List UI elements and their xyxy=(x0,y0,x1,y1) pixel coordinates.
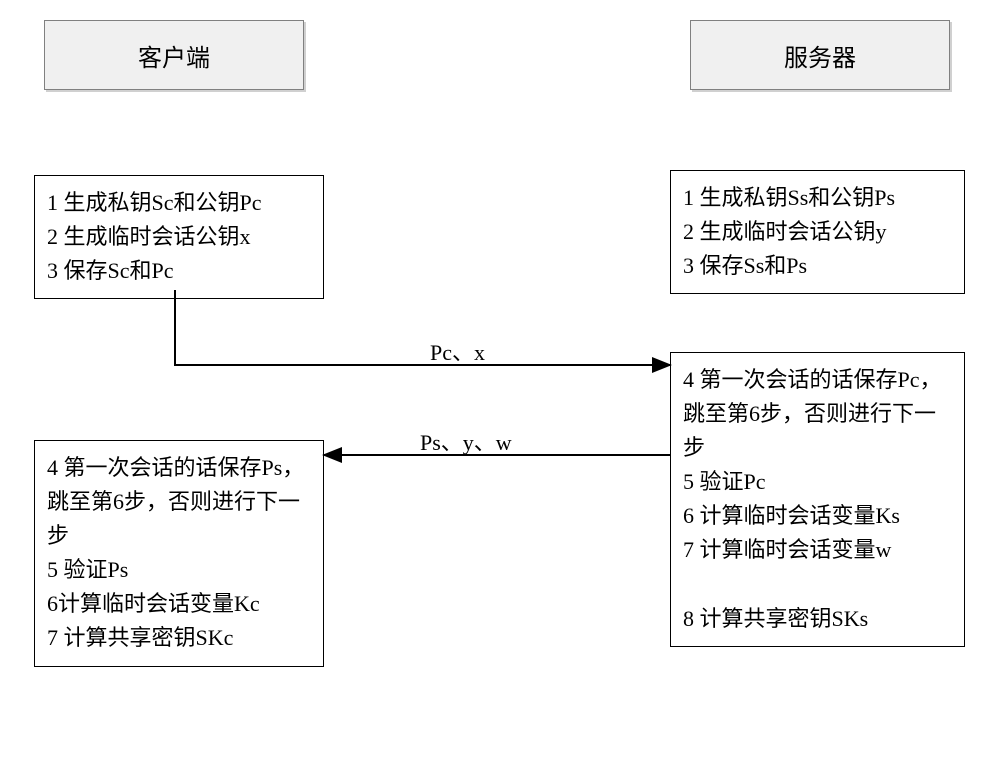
server-steps-1: 1 生成私钥Ss和公钥Ps 2 生成临时会话公钥y 3 保存Ss和Ps xyxy=(670,170,965,294)
message-label-1: Pc、x xyxy=(430,335,485,367)
client-steps-2: 4 第一次会话的话保存Ps，跳至第6步，否则进行下一步 5 验证Ps 6计算临时… xyxy=(34,440,324,667)
message-label-2: Ps、y、w xyxy=(420,425,512,457)
client-steps-1: 1 生成私钥Sc和公钥Pc 2 生成临时会话公钥x 3 保存Sc和Pc xyxy=(34,175,324,299)
server-header-text: 服务器 xyxy=(784,38,856,73)
server-steps-2: 4 第一次会话的话保存Pc，跳至第6步，否则进行下一步 5 验证Pc 6 计算临… xyxy=(670,352,965,647)
arrow-client-to-server xyxy=(175,290,670,365)
client-header: 客户端 xyxy=(44,20,304,90)
client-header-text: 客户端 xyxy=(138,38,210,73)
server-header: 服务器 xyxy=(690,20,950,90)
